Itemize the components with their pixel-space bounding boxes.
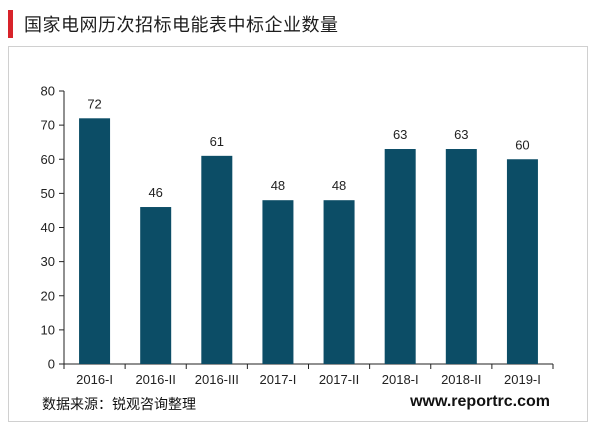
x-tick-label: 2016-I: [76, 372, 113, 387]
data-label: 63: [393, 127, 407, 142]
y-tick-label: 80: [41, 84, 55, 99]
bar: [201, 155, 233, 364]
bar: [262, 200, 294, 364]
y-tick-label: 50: [41, 186, 55, 201]
bar: [384, 149, 416, 364]
chart-title: 国家电网历次招标电能表中标企业数量: [24, 15, 339, 36]
y-tick-label: 70: [41, 118, 55, 133]
x-tick-label: 2017-I: [260, 372, 297, 387]
y-tick-label: 20: [41, 288, 55, 303]
data-label: 63: [454, 127, 468, 142]
y-tick-label: 0: [48, 357, 55, 372]
chart-frame: [8, 46, 588, 422]
data-label: 72: [87, 96, 101, 111]
x-tick-label: 2018-I: [382, 372, 419, 387]
bar: [323, 200, 355, 364]
x-tick-label: 2017-II: [319, 372, 359, 387]
data-label: 60: [515, 137, 529, 152]
y-tick-label: 60: [41, 152, 55, 167]
website-url: www.reportrc.com: [410, 393, 550, 410]
x-tick-label: 2016-III: [195, 372, 239, 387]
data-labels: 72 46 61 48 48 63 63 60: [87, 96, 529, 200]
data-label: 48: [332, 178, 346, 193]
y-axis: 0 10 20 30 40 50 60 70 80: [41, 84, 65, 372]
y-tick-label: 10: [41, 322, 55, 337]
x-axis: 2016-I 2016-II 2016-III 2017-I 2017-II 2018-I…: [63, 363, 554, 387]
x-tick-label: 2019-I: [504, 372, 541, 387]
bar: [445, 149, 477, 364]
x-tick-label: 2018-II: [441, 372, 481, 387]
bar: [506, 159, 538, 364]
bar: [79, 118, 111, 364]
y-tick-label: 40: [41, 220, 55, 235]
x-tick-label: 2016-II: [135, 372, 175, 387]
data-label: 48: [271, 178, 285, 193]
data-source: 数据来源：锐观咨询整理: [42, 397, 196, 413]
data-label: 61: [210, 134, 224, 149]
data-label: 46: [148, 185, 162, 200]
bars: [79, 118, 538, 364]
bar: [140, 207, 172, 364]
chart-title-bar: 国家电网历次招标电能表中标企业数量: [8, 10, 339, 38]
y-tick-label: 30: [41, 254, 55, 269]
title-accent-bar: [8, 10, 13, 38]
